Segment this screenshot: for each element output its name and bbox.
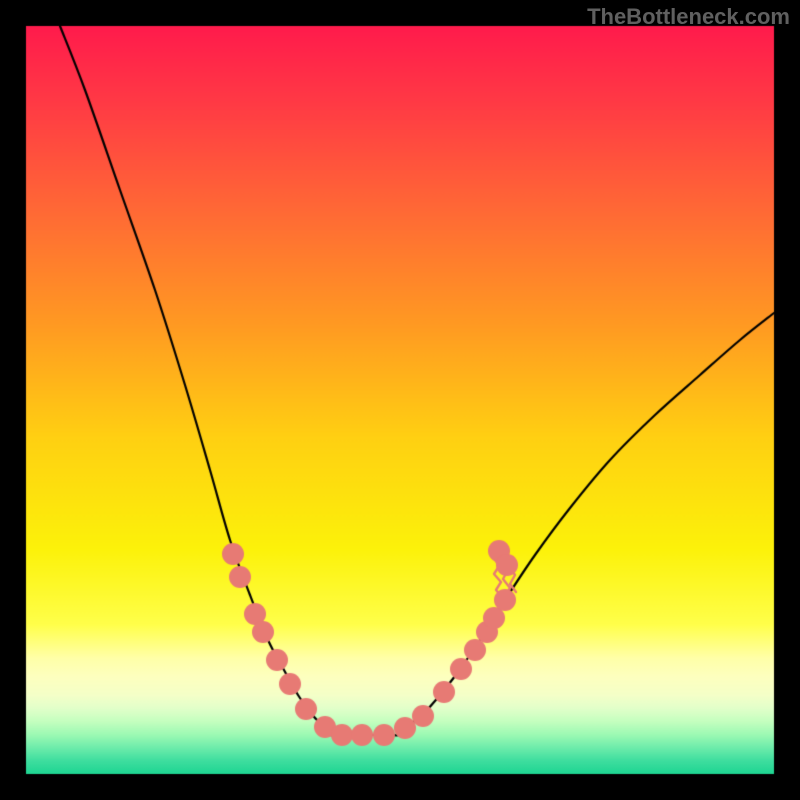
watermark-text: TheBottleneck.com (587, 4, 790, 30)
chart-stage: TheBottleneck.com (0, 0, 800, 800)
curve-overlay (0, 0, 800, 800)
